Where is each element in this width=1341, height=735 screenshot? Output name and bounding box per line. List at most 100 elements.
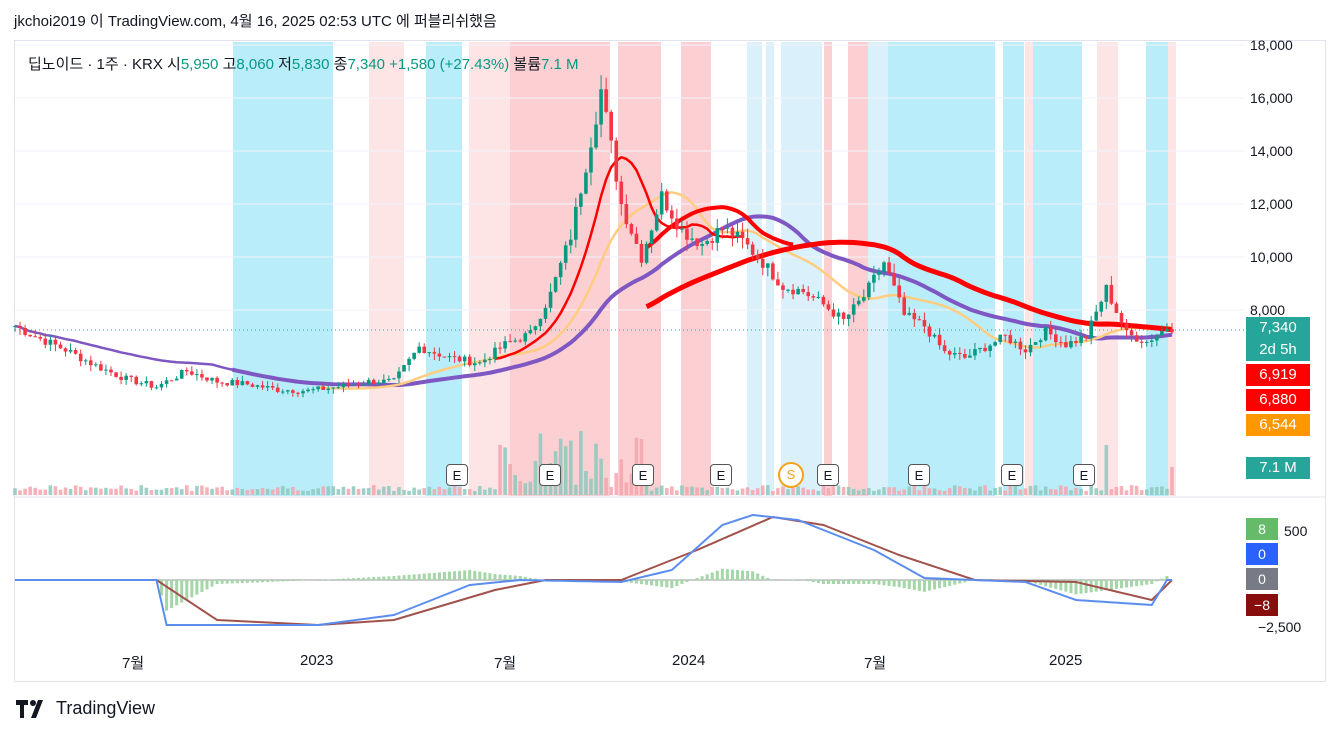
macd-histogram-bar — [437, 572, 441, 580]
macd-histogram-bar — [796, 579, 800, 580]
volume-bar — [427, 486, 432, 495]
candle-body — [250, 384, 255, 387]
volume-bar — [1124, 490, 1129, 495]
volume-bar — [1074, 487, 1078, 495]
candle-body — [624, 204, 629, 225]
macd-histogram-bar — [1135, 580, 1139, 587]
tradingview-logo[interactable]: TradingView — [16, 698, 155, 719]
candle-body — [1053, 334, 1058, 343]
candle-body — [1074, 341, 1078, 343]
volume-bar — [826, 488, 831, 495]
volume-bar — [518, 480, 523, 495]
x-tick: 2024 — [672, 652, 706, 669]
split-badge[interactable]: S — [778, 462, 804, 488]
candle-body — [755, 254, 760, 259]
candle-body — [806, 292, 811, 297]
candle-body — [149, 381, 154, 388]
macd-histogram-bar — [256, 580, 260, 583]
candle-body — [816, 296, 821, 298]
signal-zone — [1097, 42, 1118, 496]
macd-histogram-bar — [1069, 580, 1073, 594]
volume-bar — [109, 488, 113, 495]
macd-histogram-bar — [422, 573, 426, 580]
volume-bar — [134, 490, 139, 495]
candle-body — [417, 346, 421, 353]
macd-histogram-bar — [367, 577, 371, 580]
macd-histogram-bar — [448, 571, 452, 580]
candle-body — [791, 289, 795, 295]
candle-body — [48, 339, 53, 345]
macd-histogram-bar — [397, 575, 401, 580]
candle-body — [1119, 312, 1124, 324]
earnings-badge[interactable]: E — [710, 464, 732, 486]
volume-bar — [124, 488, 128, 495]
high-label: 고 — [222, 56, 237, 73]
candle-body — [968, 355, 972, 358]
macd-histogram-bar — [1140, 580, 1144, 586]
chart-frame[interactable] — [14, 40, 1326, 682]
earnings-badge[interactable]: E — [632, 464, 654, 486]
volume-bar — [589, 478, 593, 495]
volume-bar — [1144, 489, 1149, 495]
volume-bar — [235, 487, 240, 495]
candle-body — [942, 345, 947, 352]
candle-body — [872, 274, 876, 283]
candle-body — [690, 238, 694, 240]
candle-body — [462, 356, 467, 362]
volume-bar — [1008, 485, 1013, 495]
volume-bar — [801, 487, 805, 495]
earnings-badge[interactable]: E — [446, 464, 468, 486]
signal-zone — [1003, 42, 1024, 496]
candle-body — [604, 89, 608, 112]
macd-histogram-bar — [902, 580, 906, 589]
earnings-badge[interactable]: E — [908, 464, 930, 486]
ma3-tag: 6,544 — [1246, 414, 1310, 436]
macd-histogram-bar — [463, 570, 467, 580]
macd-histogram-bar — [357, 577, 361, 580]
candle-body — [1043, 326, 1048, 341]
macd-histogram-bar — [215, 580, 219, 584]
earnings-badge[interactable]: E — [539, 464, 561, 486]
volume-bar — [149, 490, 154, 495]
candle-body — [164, 380, 169, 384]
macd-histogram-bar — [862, 580, 866, 584]
earnings-badge[interactable]: E — [1073, 464, 1095, 486]
y-tick: 10,000 — [1250, 249, 1293, 265]
earnings-badge[interactable]: E — [817, 464, 839, 486]
volume-bar — [114, 488, 118, 495]
candle-body — [286, 390, 290, 392]
macd-histogram-bar — [392, 576, 396, 580]
legend-symbol[interactable]: 딥노이드 · 1주 · KRX — [28, 56, 163, 73]
countdown-tag: 2d 5h — [1246, 339, 1310, 361]
earnings-badge[interactable]: E — [1001, 464, 1023, 486]
candle-body — [574, 206, 578, 240]
volume-bar — [973, 490, 977, 495]
candle-body — [245, 381, 250, 385]
macd-histogram-bar — [296, 580, 300, 581]
macd-histogram-bar — [513, 575, 517, 580]
candle-body — [174, 378, 179, 381]
macd-signal-tag: −8 — [1246, 594, 1278, 616]
volume-bar — [644, 485, 649, 495]
candle-body — [326, 388, 331, 391]
volume-bar — [1064, 486, 1068, 495]
candle-body — [58, 344, 63, 349]
volume-bar — [675, 490, 679, 495]
candle-body — [472, 363, 477, 366]
volume-bar — [1104, 445, 1109, 495]
candle-body — [503, 341, 507, 349]
x-tick: 2025 — [1049, 652, 1083, 669]
volume-bar — [286, 488, 290, 495]
macd-histogram-bar — [1099, 580, 1103, 591]
volume-bar — [1003, 490, 1008, 495]
macd-line — [15, 513, 1172, 626]
candle-body — [670, 210, 674, 219]
volume-bar — [730, 489, 735, 495]
volume-bar — [897, 490, 901, 495]
macd-histogram-bar — [458, 570, 462, 580]
macd-histogram-bar — [407, 574, 411, 580]
tradingview-logo-text: TradingView — [56, 698, 156, 718]
candle-body — [639, 243, 644, 263]
candle-body — [887, 262, 891, 274]
